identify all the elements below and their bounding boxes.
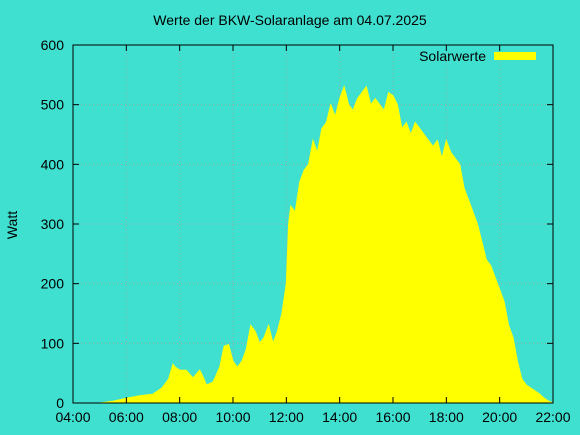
chart-title: Werte der BKW-Solaranlage am 04.07.2025 xyxy=(153,12,427,28)
y-tick-label: 500 xyxy=(41,97,65,113)
y-tick-label: 100 xyxy=(41,335,65,351)
y-tick-label: 600 xyxy=(41,37,65,53)
axis-ticks: 04:00 06:00 08:00 10:00 12:00 14:00 16:00 18:00… xyxy=(41,37,571,425)
x-tick-label: 22:00 xyxy=(535,409,570,425)
y-tick-label: 0 xyxy=(56,395,64,411)
legend-swatch xyxy=(494,52,536,60)
y-axis-label: Watt xyxy=(4,211,20,239)
y-tick-label: 400 xyxy=(41,156,65,172)
x-tick-label: 20:00 xyxy=(482,409,517,425)
x-tick-label: 12:00 xyxy=(269,409,304,425)
x-tick-label: 06:00 xyxy=(109,409,144,425)
y-tick-label: 200 xyxy=(41,276,65,292)
x-tick-label: 10:00 xyxy=(215,409,250,425)
x-tick-label: 08:00 xyxy=(162,409,197,425)
legend-label: Solarwerte xyxy=(419,48,486,64)
legend: Solarwerte xyxy=(419,48,536,64)
x-tick-label: 16:00 xyxy=(375,409,410,425)
x-tick-label: 14:00 xyxy=(322,409,357,425)
series-area xyxy=(99,85,554,404)
y-tick-label: 300 xyxy=(41,216,65,232)
x-tick-label: 18:00 xyxy=(429,409,464,425)
series-layer xyxy=(99,85,554,404)
x-tick-label: 04:00 xyxy=(55,409,90,425)
